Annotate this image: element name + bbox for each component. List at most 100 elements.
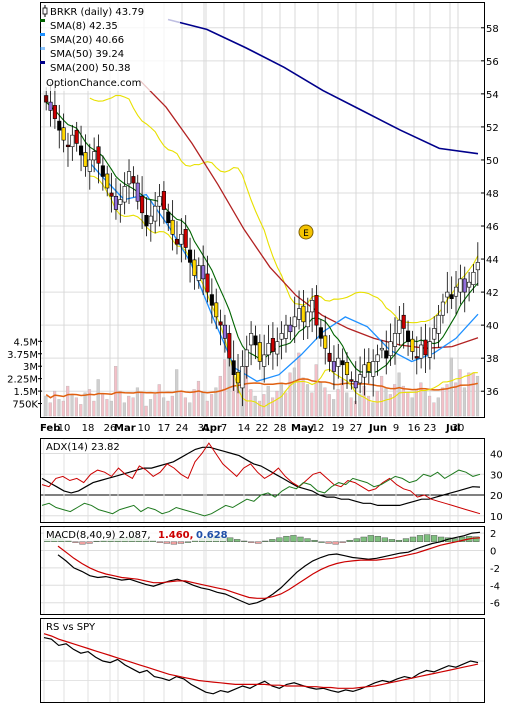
volume-bar [275,390,279,417]
volume-bar [288,372,292,417]
candle-body [214,302,219,318]
candle-body [83,152,88,167]
date-day-label: 26 [104,423,117,434]
volume-bar [148,399,153,417]
candle-body [419,344,424,359]
price-y-tick-label: 48 [486,189,499,200]
volume-bar [441,387,445,417]
candle-body [74,129,79,144]
candle-body [440,301,445,316]
date-month-label: Jul [445,423,460,434]
macd-histogram-bar [395,539,403,542]
candle-body [244,349,249,367]
candle-body [318,327,323,339]
volume-bar [323,387,327,417]
candle-body [87,159,92,172]
rs-line [43,637,479,695]
volume-bar [462,387,467,417]
macd-histogram-bar [163,541,170,544]
candle-body [179,233,184,245]
candle-body [301,305,306,323]
macd-histogram-bar [184,541,192,543]
plus-di-line [41,469,481,517]
macd-y-tick-label: 0 [490,546,496,557]
sma50-legend-swatch [40,47,45,50]
volume-bar [114,366,118,417]
candle-body [196,265,201,281]
earnings-marker: E [298,224,314,240]
macd-histogram-bar [227,537,234,542]
volume-bar [458,369,462,417]
candle-body [48,101,53,111]
candle-body [148,215,153,224]
candle-body [61,127,66,141]
candle-body [384,350,389,359]
volume-bar [48,402,52,417]
volume-bar [401,385,405,417]
candle-body [458,278,463,293]
volume-bar [201,392,205,417]
volume-bar [192,389,196,417]
volume-bar [410,397,414,417]
volume-bar [423,390,427,417]
volume-bar [166,400,170,417]
candle-body [292,316,297,328]
volume-bar [345,392,349,417]
date-day-label: 12 [312,423,325,434]
date-month-label: Apr [202,423,222,434]
date-day-label: 24 [176,423,189,434]
volume-bar [118,390,122,417]
macd-y-axis: 2 0 -2 -4 -6 [490,529,500,610]
sma20-legend-swatch [40,33,45,36]
candle-body [371,361,376,377]
candle-body [375,354,380,362]
date-day-label: 10 [58,423,71,434]
volume-bar [279,382,283,417]
macd-y-tick-label: -2 [490,564,500,575]
price-y-tick-label: 54 [486,90,499,101]
volume-bar [122,402,126,417]
candle-body [166,211,171,224]
macd-histogram-bar [360,536,367,542]
macd-histogram-bar [86,541,93,544]
volume-bar [183,397,187,417]
macd-histogram-bar [388,539,396,542]
macd-signal-line [57,537,481,599]
candle-body [353,381,358,389]
volume-bar [140,392,144,417]
candle-body [449,294,454,300]
volume-bar [209,394,214,417]
bollinger-lower [89,175,478,408]
price-y-tick-label: 52 [486,123,499,134]
candle-body [414,356,419,359]
candle-body [462,278,467,293]
volume-bar [249,389,253,417]
macd-y-tick-label: 2 [490,529,496,540]
macd-signal-value: 1.460, [158,530,193,541]
volume-bar [66,385,70,417]
candle-body [70,134,75,148]
volume-bar [358,394,362,417]
date-day-label: 19 [332,423,345,434]
price-y-tick-label: 50 [486,156,499,167]
volume-bar [284,392,288,417]
candle-body [379,347,384,351]
date-axis: Feb Mar Apr May Jun Jul 10 18 26 10 17 24 31 7 14 22 28 1… [40,423,464,434]
candle-body [297,308,302,320]
date-day-label: 23 [424,423,437,434]
date-month-label: Mar [114,423,136,434]
macd-histogram-bar [423,534,431,542]
candle-body [96,146,101,164]
candle-body [406,330,411,342]
candle-body [305,311,310,328]
candle-body [209,294,214,306]
macd-histogram-bar [234,539,241,542]
candle-body [275,341,280,355]
candle-body [105,173,110,189]
price-y-tick-label: 42 [486,288,499,299]
macd-histogram-bar [304,538,311,542]
price-y-tick-label: 40 [486,321,499,332]
volume-bar [297,352,301,417]
macd-histogram-bar [473,536,480,542]
